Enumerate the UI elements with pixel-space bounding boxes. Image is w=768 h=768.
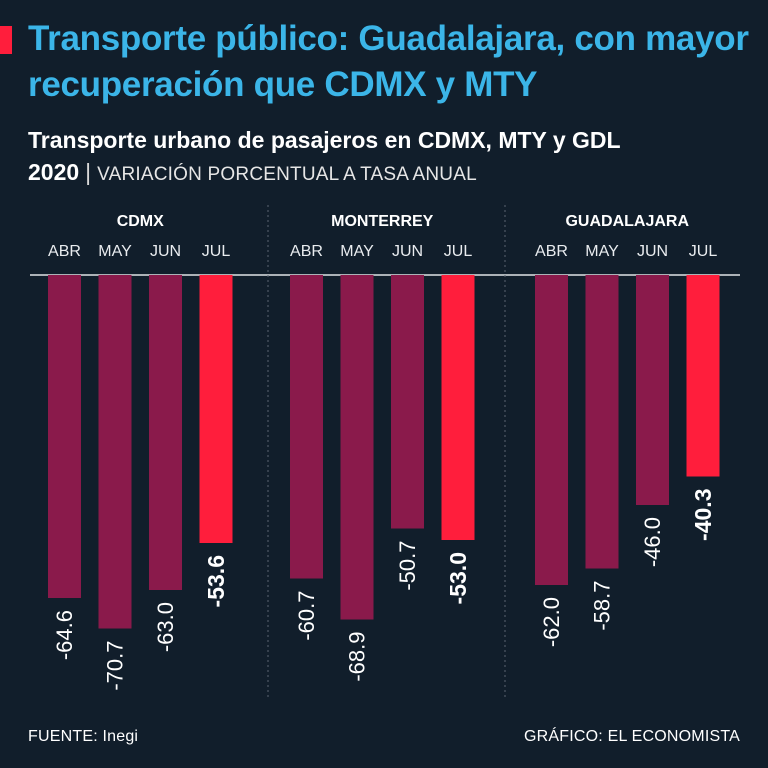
- bar-cdmx-jul: [199, 275, 233, 543]
- value-label-cdmx-may: -70.7: [103, 641, 128, 691]
- bar-monterrey-jun: [391, 275, 424, 529]
- value-label-monterrey-abr: -60.7: [294, 591, 319, 641]
- subtitle-unit: VARIACIÓN PORCENTUAL A TASA ANUAL: [97, 164, 477, 185]
- tick-label-monterrey-abr: ABR: [290, 243, 323, 260]
- value-label-guadalajara-jul: -40.3: [690, 489, 716, 541]
- panel-title-monterrey: MONTERREY: [331, 213, 434, 230]
- tick-label-guadalajara-jul: JUL: [689, 243, 718, 260]
- tick-label-monterrey-may: MAY: [340, 243, 374, 260]
- bar-cdmx-abr: [48, 275, 81, 598]
- tick-label-monterrey-jun: JUN: [392, 243, 423, 260]
- value-label-guadalajara-abr: -62.0: [539, 597, 564, 647]
- tick-label-guadalajara-abr: ABR: [535, 243, 568, 260]
- value-label-cdmx-jun: -63.0: [153, 602, 178, 652]
- subtitle: Transporte urbano de pasajeros en CDMX, …: [28, 124, 758, 191]
- bar-cdmx-may: [98, 275, 132, 629]
- accent-bar: [0, 26, 12, 54]
- value-label-monterrey-jun: -50.7: [395, 541, 420, 591]
- tick-label-cdmx-abr: ABR: [48, 243, 81, 260]
- subtitle-separator: |: [85, 159, 92, 185]
- bar-guadalajara-abr: [535, 275, 568, 585]
- value-label-guadalajara-may: -58.7: [590, 581, 615, 631]
- source-note: FUENTE: Inegi: [28, 728, 139, 745]
- tick-label-guadalajara-may: MAY: [585, 243, 619, 260]
- bar-monterrey-jul: [441, 275, 475, 540]
- bar-monterrey-may: [340, 275, 374, 620]
- tick-label-guadalajara-jun: JUN: [637, 243, 668, 260]
- tick-label-cdmx-jul: JUL: [202, 243, 231, 260]
- credit-note: GRÁFICO: EL ECONOMISTA: [524, 728, 740, 745]
- bar-monterrey-abr: [290, 275, 323, 579]
- value-label-cdmx-jul: -53.6: [203, 555, 229, 607]
- subtitle-title: Transporte urbano de pasajeros en CDMX, …: [28, 127, 621, 185]
- bar-guadalajara-may: [585, 275, 619, 569]
- tick-label-cdmx-jun: JUN: [150, 243, 181, 260]
- headline: Transporte público: Guadalajara, con may…: [28, 19, 749, 104]
- value-label-guadalajara-jun: -46.0: [640, 517, 665, 567]
- tick-label-monterrey-jul: JUL: [444, 243, 473, 260]
- value-label-cdmx-abr: -64.6: [52, 610, 77, 660]
- panel-title-cdmx: CDMX: [117, 213, 164, 230]
- value-label-monterrey-may: -68.9: [345, 632, 370, 682]
- panel-title-guadalajara: GUADALAJARA: [565, 213, 689, 230]
- bar-guadalajara-jul: [686, 275, 720, 477]
- value-label-monterrey-jul: -53.0: [445, 552, 471, 604]
- bar-cdmx-jun: [149, 275, 182, 590]
- bar-guadalajara-jun: [636, 275, 669, 505]
- tick-label-cdmx-may: MAY: [98, 243, 132, 260]
